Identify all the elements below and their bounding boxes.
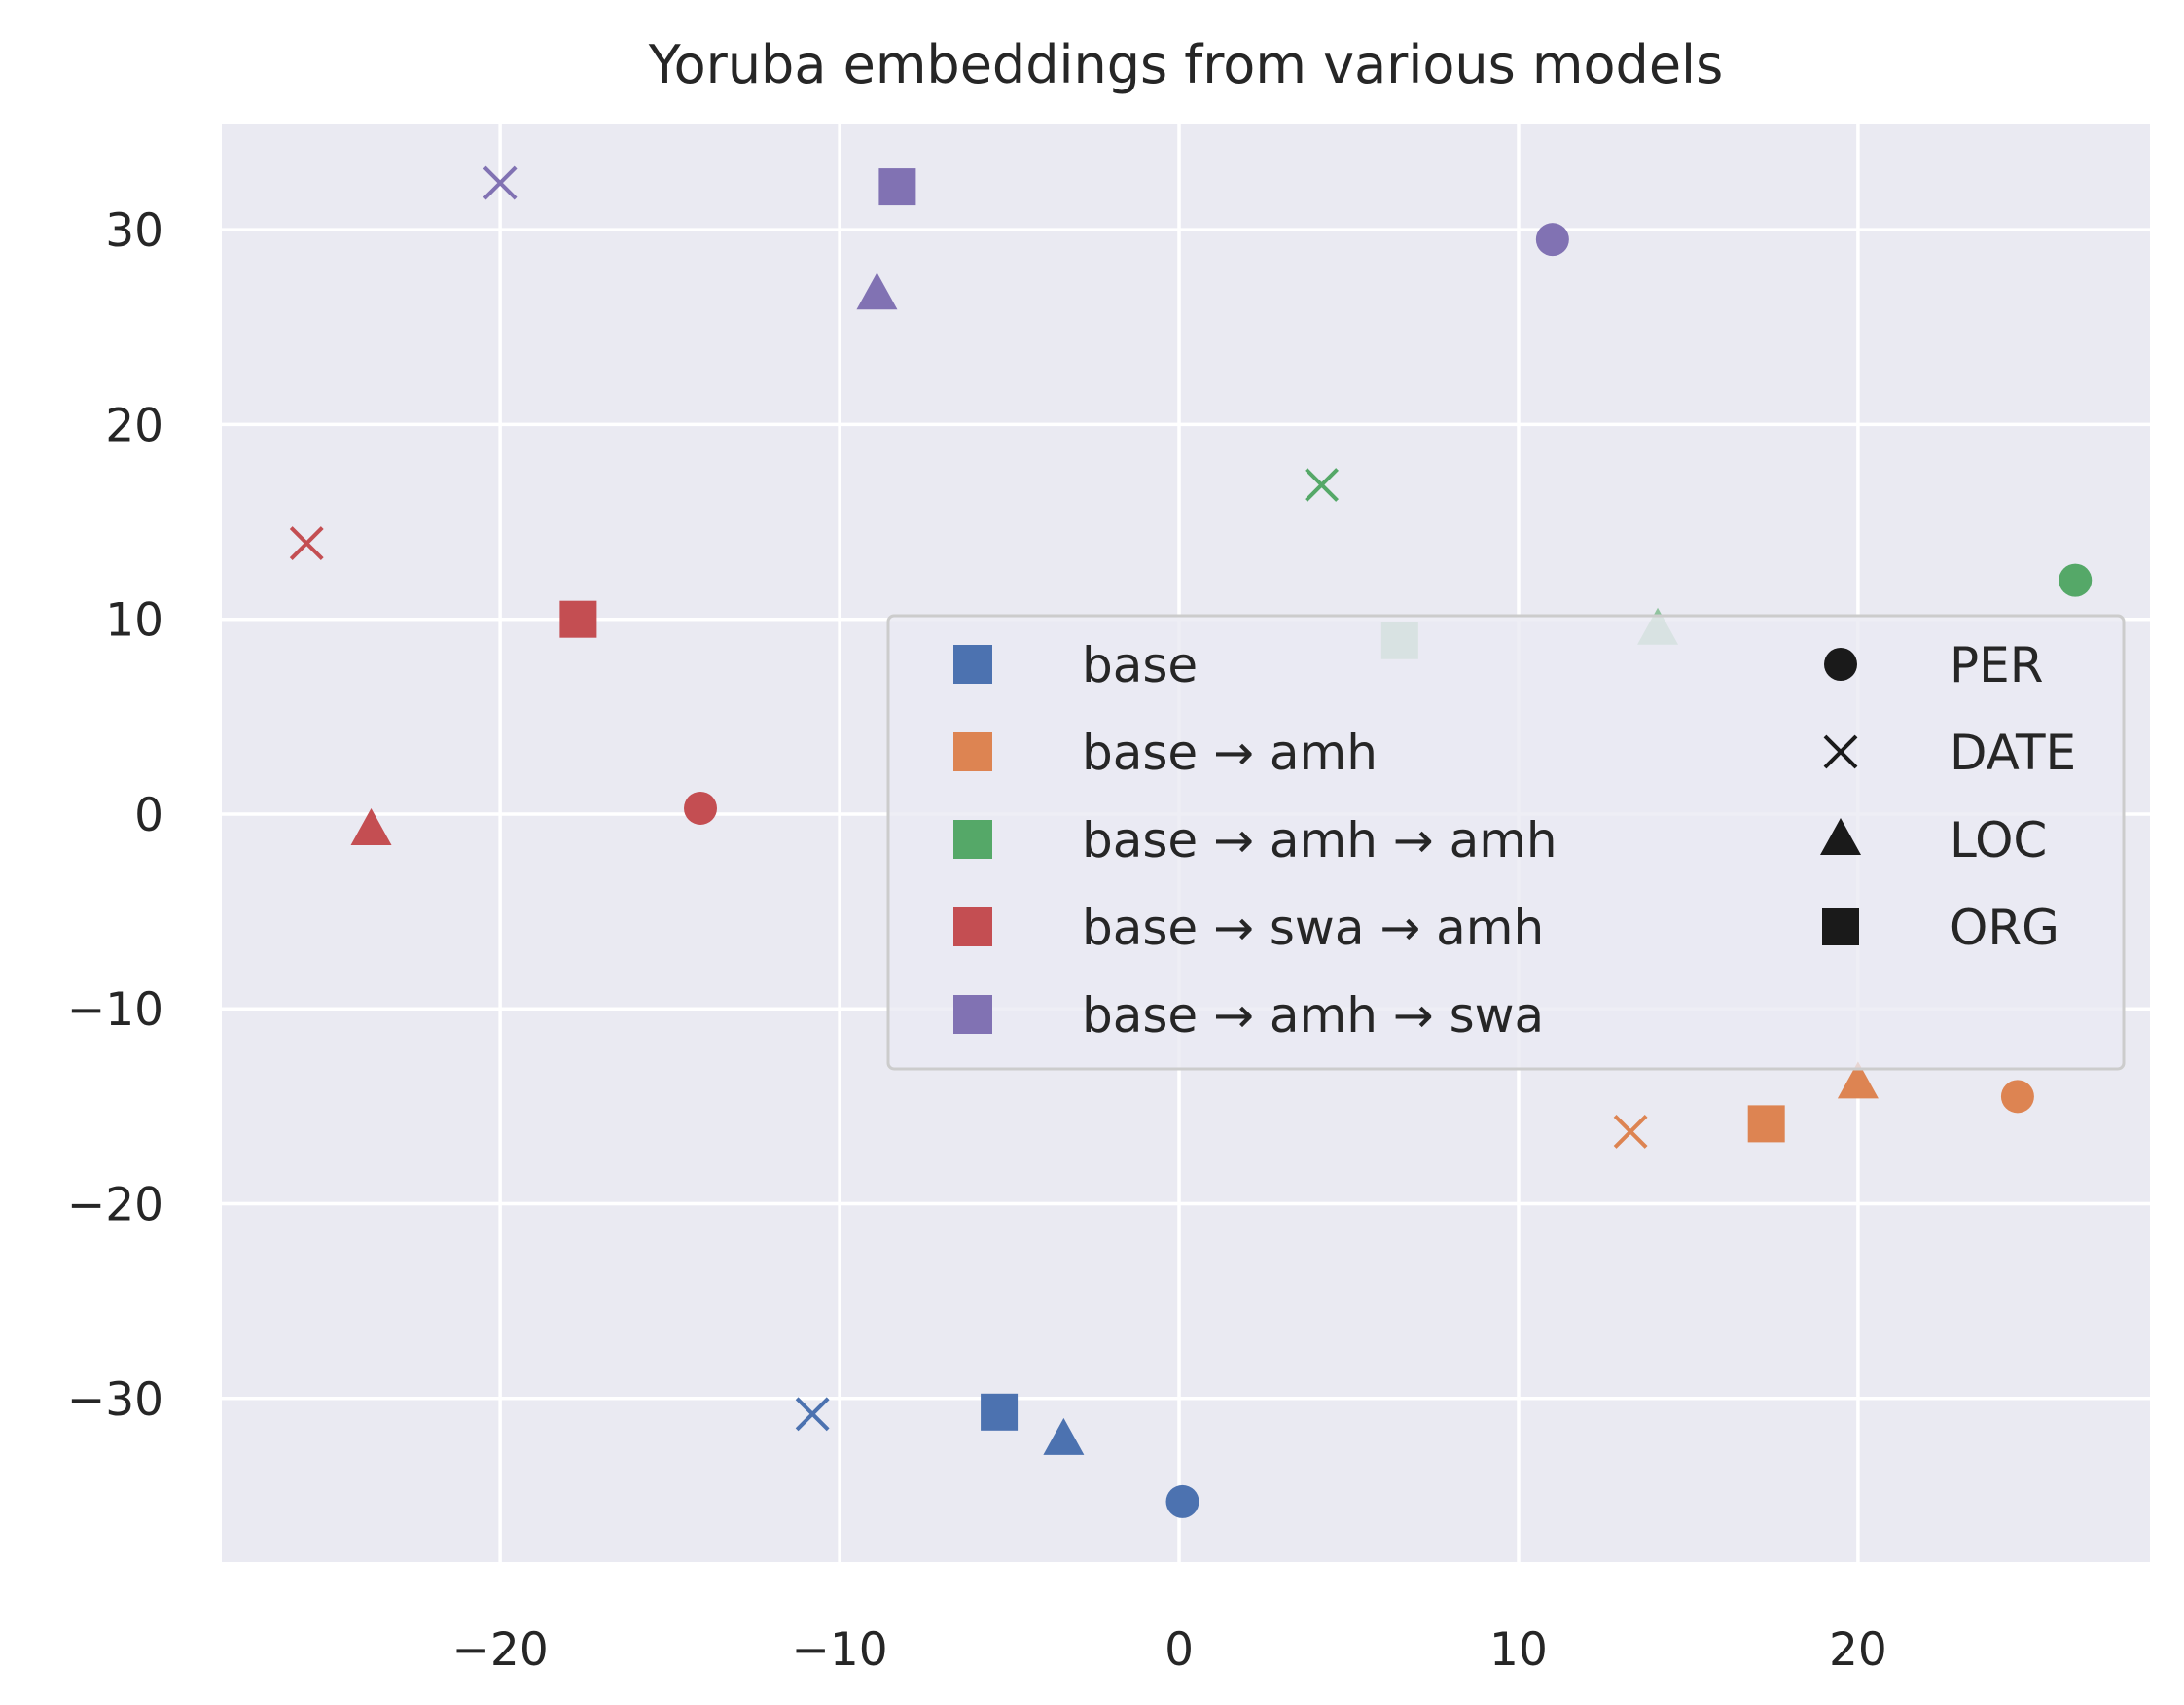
legend-entity-label: LOC	[1950, 812, 2047, 869]
data-point-loc	[1837, 1061, 1879, 1099]
data-point-org	[1747, 1105, 1785, 1143]
x-tick-label: −20	[452, 1623, 549, 1677]
legend-circle-marker	[1824, 648, 1857, 681]
legend-model-label: base → amh	[1082, 725, 1378, 781]
legend-x-marker	[1823, 734, 1858, 769]
legend-model-label: base	[1082, 637, 1198, 693]
data-point-per	[2000, 1080, 2034, 1114]
y-tick-label: −10	[67, 983, 163, 1037]
chart-title: Yoruba embeddings from various models	[648, 34, 1723, 95]
y-tick-label: 10	[105, 594, 163, 648]
legend-entity-label: ORG	[1950, 900, 2059, 956]
x-tick-label: 0	[1164, 1623, 1194, 1677]
y-tick-label: 20	[105, 399, 163, 452]
legend-color-swatch	[953, 907, 992, 946]
data-point-date	[1613, 1114, 1648, 1149]
y-tick-label: −20	[67, 1179, 163, 1232]
data-point-loc	[856, 272, 898, 310]
legend-entity-label: PER	[1950, 637, 2043, 693]
data-point-loc	[1043, 1417, 1085, 1455]
data-point-per	[1535, 223, 1569, 257]
x-tick-label: 20	[1829, 1623, 1887, 1677]
legend-color-swatch	[953, 820, 992, 859]
data-point-loc	[350, 807, 392, 845]
y-tick-label: −30	[67, 1373, 163, 1427]
data-point-per	[684, 791, 718, 825]
legend-color-swatch	[953, 645, 992, 684]
data-point-org	[981, 1393, 1019, 1431]
x-tick-label: 10	[1489, 1623, 1548, 1677]
legend-color-swatch	[953, 995, 992, 1034]
legend-model-label: base → swa → amh	[1082, 900, 1544, 956]
y-axis-tick-labels: 30 20 10 0 −10 −20 −30	[67, 204, 163, 1427]
legend-model-label: base → amh → swa	[1082, 987, 1544, 1044]
x-axis-tick-labels: −20 −10 0 10 20	[452, 1623, 1887, 1677]
legend-entity-label: DATE	[1950, 725, 2076, 781]
data-point-date	[483, 165, 518, 200]
legend-box	[886, 614, 2126, 1071]
y-tick-label: 30	[105, 204, 163, 258]
y-tick-label: 0	[134, 789, 163, 842]
x-tick-label: −10	[791, 1623, 887, 1677]
data-point-date	[795, 1397, 830, 1432]
legend-triangle-marker	[1820, 818, 1861, 855]
legend: base base → amh base → amh → amh base → swa…	[886, 614, 2126, 1071]
data-point-per	[1165, 1484, 1199, 1518]
data-point-date	[289, 526, 324, 560]
legend-square-marker	[1822, 908, 1859, 945]
data-point-org	[559, 600, 597, 638]
legend-model-label: base → amh → amh	[1082, 812, 1557, 869]
data-point-org	[878, 168, 916, 206]
legend-color-swatch	[953, 732, 992, 771]
data-point-date	[1305, 468, 1339, 502]
data-point-per	[2059, 563, 2093, 597]
